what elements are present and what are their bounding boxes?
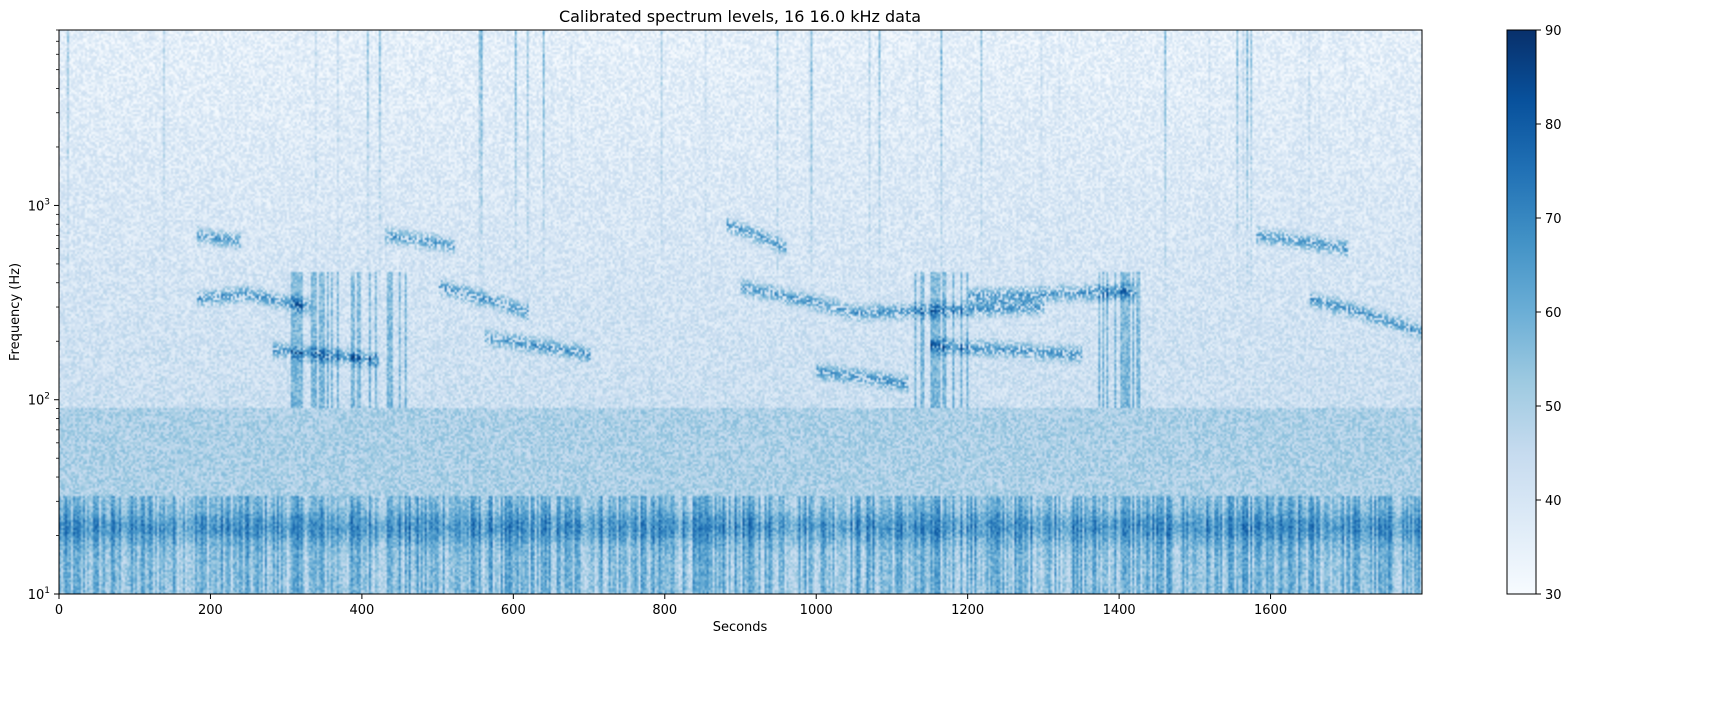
- y-tick-base: 10: [28, 199, 45, 214]
- colorbar-tick-label: 30: [1545, 588, 1562, 603]
- x-tick-label: 400: [349, 603, 374, 618]
- colorbar: 30 40 50 60 70 80 90: [1506, 24, 1562, 603]
- y-tick-base: 10: [28, 588, 45, 603]
- chart-title: Calibrated spectrum levels, 16 16.0 kHz …: [559, 7, 921, 26]
- colorbar-gradient: [1507, 30, 1536, 594]
- y-tick-label: 101: [28, 586, 50, 603]
- colorbar-tick-label: 40: [1545, 494, 1562, 509]
- plot-area: [59, 30, 1422, 594]
- x-tick-label: 1400: [1103, 603, 1136, 618]
- spectrogram-heatmap: [59, 30, 1422, 594]
- y-tick-base: 10: [28, 394, 45, 409]
- x-tick-label: 0: [55, 603, 63, 618]
- y-axis-label: Frequency (Hz): [8, 263, 23, 361]
- colorbar-tick-label: 60: [1545, 306, 1562, 321]
- y-tick-exponent: 3: [44, 197, 50, 207]
- colorbar-tick-label: 50: [1545, 400, 1562, 415]
- colorbar-tick-label: 70: [1545, 212, 1562, 227]
- colorbar-tick-label: 90: [1545, 24, 1562, 39]
- x-tick-label: 1600: [1254, 603, 1287, 618]
- x-axis: 0 200 400 600 800 1000 1200 1400 1600: [55, 594, 1287, 618]
- y-tick-label: 103: [28, 197, 50, 214]
- colorbar-ticks: 30 40 50 60 70 80 90: [1536, 24, 1562, 603]
- x-tick-label: 200: [198, 603, 223, 618]
- y-tick-exponent: 1: [44, 586, 50, 596]
- x-tick-label: 800: [652, 603, 677, 618]
- plot-frame: [58, 29, 1423, 595]
- x-tick-label: 600: [501, 603, 526, 618]
- colorbar-tick-label: 80: [1545, 118, 1562, 133]
- y-tick-label: 102: [28, 392, 50, 409]
- y-tick-exponent: 2: [44, 392, 50, 402]
- x-axis-label: Seconds: [713, 620, 768, 635]
- x-tick-label: 1000: [800, 603, 833, 618]
- x-tick-label: 1200: [951, 603, 984, 618]
